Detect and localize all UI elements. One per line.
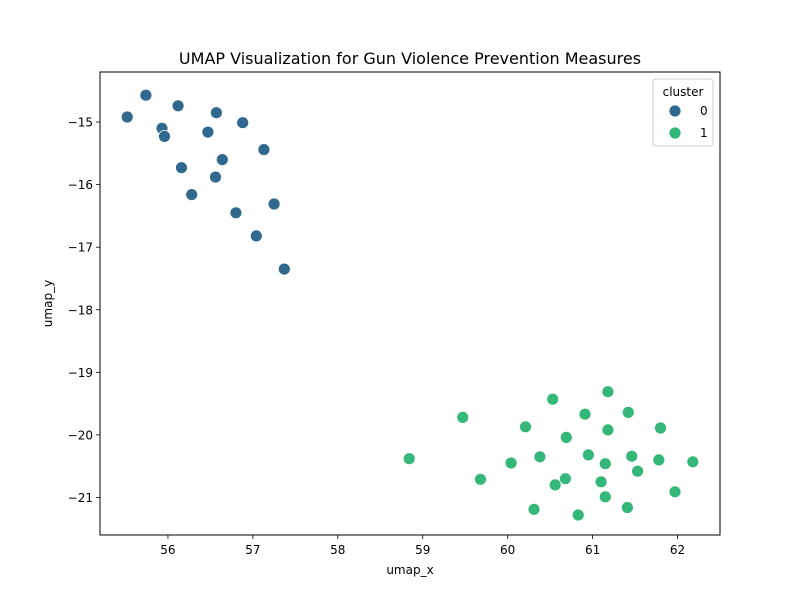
scatter-point-cluster-1-13 [652,453,666,467]
legend-box [652,78,714,147]
scatter-point-cluster-1-17 [631,464,644,478]
legend-label-cluster-0: 0 [700,104,708,118]
scatter-point-cluster-1-4 [456,410,470,424]
scatter-point-cluster-1-7 [601,423,615,437]
scatter-point-cluster-0-10 [175,161,188,175]
x-tick-label-3: 59 [415,543,430,557]
y-axis-ticks: −15 −16 −17 −18 −19 −20 −21 [68,116,100,505]
scatter-point-cluster-1-20 [594,475,608,489]
scatter-point-cluster-1-26 [571,508,585,522]
y-axis-title: umap_y [41,280,55,327]
scatter-point-cluster-0-15 [249,229,263,243]
scatter-point-cluster-0-16 [277,262,291,276]
scatter-point-cluster-0-0 [120,110,134,124]
legend-marker-cluster-1 [668,126,682,140]
scatter-point-cluster-1-11 [533,450,547,464]
legend-title: cluster [663,85,704,99]
y-tick-label-4: −19 [68,366,93,380]
scatter-point-cluster-0-11 [209,170,222,184]
x-axis-ticks: 56 57 58 59 60 61 62 [160,535,685,557]
scatter-point-cluster-1-21 [548,478,562,492]
scatter-point-cluster-1-5 [519,420,532,434]
scatter-point-cluster-1-18 [474,472,487,486]
chart-title: UMAP Visualization for Gun Violence Prev… [179,49,641,68]
scatter-point-cluster-0-12 [185,188,199,202]
legend-marker-cluster-0 [668,104,682,118]
scatter-point-cluster-1-2 [621,405,635,419]
y-tick-label-6: −21 [68,491,93,505]
scatter-point-cluster-1-24 [621,501,634,514]
x-tick-label-4: 60 [500,543,515,557]
legend: cluster 0 1 [652,78,714,147]
legend-label-cluster-1: 1 [700,126,708,140]
y-tick-label-5: −20 [68,428,93,442]
scatter-point-cluster-1-6 [654,421,667,435]
x-tick-label-5: 61 [585,543,600,557]
scatter-point-cluster-0-1 [139,88,153,102]
scatter-point-cluster-1-0 [601,385,615,399]
y-tick-label-0: −15 [68,116,93,130]
scatter-point-cluster-1-12 [402,452,416,466]
scatter-point-cluster-1-19 [559,472,572,486]
scatter-point-cluster-1-16 [686,455,700,469]
scatter-point-cluster-1-8 [559,430,573,444]
scatter-point-cluster-1-25 [527,502,541,516]
x-tick-label-2: 58 [330,543,345,557]
points-layer [120,88,700,522]
scatter-point-cluster-0-3 [209,106,223,120]
scatter-point-cluster-0-4 [236,116,250,130]
scatter-point-cluster-0-8 [257,143,271,157]
y-tick-label-1: −16 [68,178,93,192]
x-tick-label-1: 57 [245,543,260,557]
y-tick-label-3: −18 [68,303,93,317]
plot-frame [99,71,721,536]
x-tick-label-6: 62 [670,543,685,557]
scatter-point-cluster-0-7 [201,125,215,139]
scatter-point-cluster-0-14 [229,206,243,220]
plot-area [100,72,720,535]
scatter-point-cluster-1-14 [504,456,518,470]
scatter-point-cluster-1-9 [582,448,595,462]
scatter-point-cluster-0-6 [158,129,171,143]
x-tick-label-0: 56 [160,543,175,557]
scatter-point-cluster-0-13 [267,197,281,211]
scatter-point-cluster-1-10 [625,449,639,463]
scatter-point-cluster-1-1 [546,392,560,406]
scatter-point-cluster-1-22 [668,485,682,499]
x-axis-title: umap_x [386,563,433,577]
scatter-point-cluster-1-3 [578,407,592,421]
scatter-point-cluster-0-2 [171,99,185,113]
scatter-point-cluster-0-9 [215,153,229,167]
y-tick-label-2: −17 [68,241,93,255]
scatter-point-cluster-1-15 [598,457,612,471]
scatter-point-cluster-1-23 [598,490,612,504]
